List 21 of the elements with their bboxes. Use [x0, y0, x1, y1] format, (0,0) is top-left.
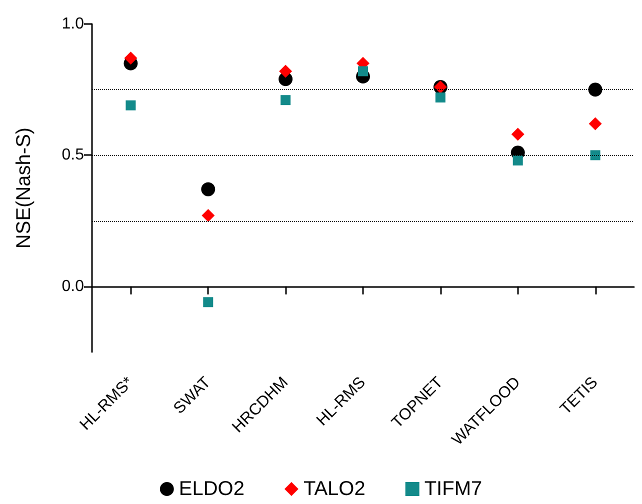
- y-axis-title: NSE(Nash-S): [13, 127, 35, 249]
- point: [202, 209, 215, 222]
- y-tick-label: 0.0: [62, 278, 84, 295]
- legend-label: TALO2: [303, 478, 366, 500]
- point: [280, 95, 291, 106]
- legend-label: TIFM7: [424, 478, 482, 500]
- point: [279, 64, 292, 78]
- point: [588, 117, 602, 130]
- point: [203, 297, 214, 308]
- point: [435, 92, 446, 102]
- point: [201, 182, 216, 196]
- point: [358, 66, 368, 76]
- point: [588, 82, 602, 97]
- y-tick-label: 0.5: [62, 146, 84, 164]
- point: [126, 100, 136, 110]
- y-tick-label: 1.0: [62, 16, 84, 32]
- point: [512, 155, 523, 166]
- point: [511, 128, 524, 141]
- legend-label: ELDO2: [178, 478, 244, 500]
- point: [124, 52, 138, 65]
- point: [590, 150, 600, 160]
